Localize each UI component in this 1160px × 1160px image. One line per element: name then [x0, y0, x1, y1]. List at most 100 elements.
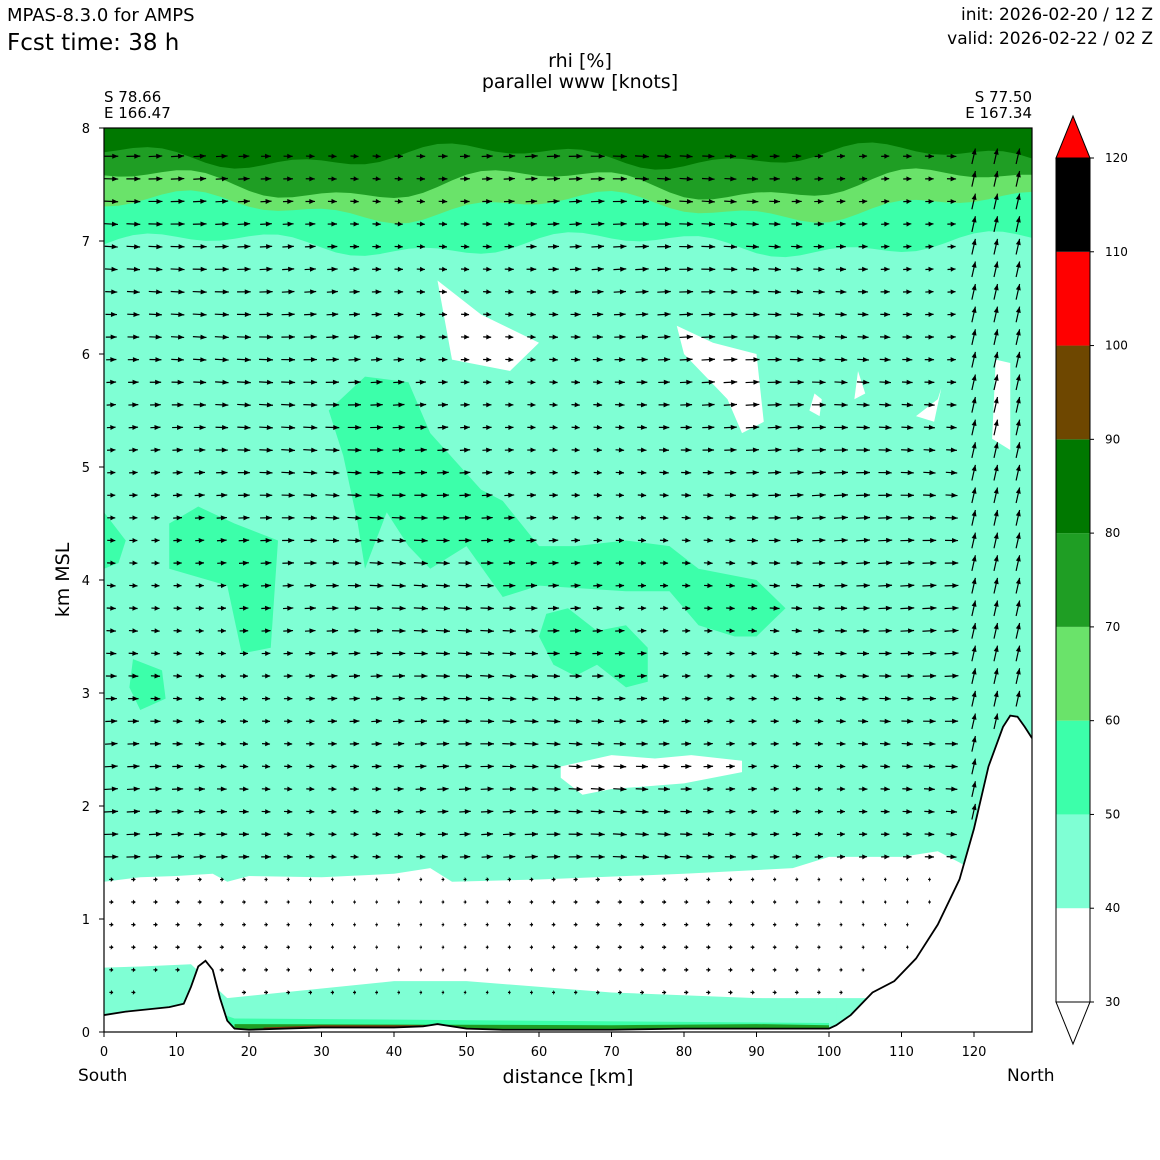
wind-arrow-head [442, 492, 450, 498]
wind-arrow-head [1015, 216, 1021, 223]
wind-arrow-head [729, 492, 736, 498]
wind-arrow-head [641, 899, 645, 905]
wind-arrow-head [950, 854, 957, 860]
wind-arrow-head [465, 651, 473, 657]
wind-arrow-head [243, 198, 250, 204]
wind-arrow-head [442, 876, 445, 882]
colorbar-tick-label: 100 [1105, 339, 1128, 353]
wind-arrow-head [993, 397, 999, 404]
colorbar-tick-label: 110 [1105, 245, 1128, 259]
wind-arrow-head [619, 696, 626, 702]
wind-arrow-head [487, 809, 494, 815]
wind-arrow-head [552, 605, 560, 611]
wind-arrow-head [993, 464, 999, 472]
wind-arrow-head [597, 989, 600, 995]
wind-arrow-head [176, 492, 183, 498]
wind-arrow-head [530, 515, 537, 521]
wind-arrow-head [375, 831, 381, 837]
wind-arrow-head [353, 763, 359, 769]
wind-arrow-head [620, 221, 627, 227]
wind-arrow-head [664, 153, 671, 159]
wind-arrow-head [177, 922, 180, 928]
wind-arrow-head [198, 786, 205, 792]
wind-arrow-head [464, 334, 470, 340]
wind-arrow-head [1015, 238, 1021, 246]
wind-arrow-head [663, 673, 669, 679]
wind-arrow-head [840, 311, 847, 317]
wind-arrow-head [110, 989, 114, 995]
wind-arrow-head [508, 899, 511, 905]
wind-arrow-head [486, 967, 489, 973]
wind-arrow-head [377, 447, 384, 453]
wind-arrow-head [510, 741, 517, 747]
wind-arrow-head [576, 809, 583, 815]
wind-arrow-head [464, 831, 471, 837]
wind-arrow-head [464, 922, 467, 928]
wind-arrow-head [751, 583, 758, 589]
wind-arrow-head [355, 515, 362, 521]
wind-arrow-head [310, 334, 317, 340]
wind-arrow-head [685, 447, 692, 453]
wind-arrow-head [198, 605, 204, 611]
wind-arrow-head [663, 944, 667, 950]
wind-arrow-head [220, 741, 227, 747]
wind-arrow-head [419, 809, 426, 815]
wind-arrow-head [287, 967, 290, 973]
wind-arrow-head [377, 538, 384, 544]
wind-arrow-head [220, 763, 227, 769]
wind-arrow-head [112, 176, 119, 182]
wind-arrow-head [198, 492, 205, 498]
wind-arrow-head [554, 741, 561, 747]
wind-arrow-head [399, 470, 406, 476]
wind-arrow-head [465, 718, 472, 724]
wind-arrow-head [642, 176, 649, 182]
wind-arrow-head [730, 402, 738, 408]
wind-arrow-head [199, 944, 202, 950]
wind-arrow-head [486, 989, 489, 995]
wind-arrow-head [817, 198, 824, 204]
wind-arrow-head [598, 741, 605, 747]
wind-arrow-head [134, 831, 141, 837]
wind-arrow-head [819, 447, 826, 453]
wind-arrow-head [993, 577, 999, 585]
wind-arrow-head [752, 447, 759, 453]
wind-arrow-head [265, 741, 271, 747]
wind-arrow-head [906, 831, 912, 837]
wind-arrow-head [309, 718, 315, 724]
wind-arrow-head [664, 198, 672, 204]
wind-arrow-head [993, 690, 999, 698]
wind-arrow-head [971, 758, 977, 766]
wind-arrow-head [132, 402, 139, 408]
wind-arrow-head [443, 628, 450, 634]
wind-arrow-head [441, 379, 448, 385]
x-tick-label: 50 [458, 1045, 475, 1060]
wind-arrow-head [554, 854, 561, 860]
wind-arrow-head [134, 198, 141, 204]
wind-arrow-head [244, 447, 251, 453]
wind-arrow-head [797, 470, 804, 476]
wind-arrow-head [885, 470, 892, 476]
wind-arrow-head [753, 334, 760, 340]
wind-arrow-head [993, 193, 999, 201]
wind-arrow-head [530, 311, 536, 317]
wind-arrow-head [884, 153, 890, 159]
wind-arrow-head [464, 809, 471, 815]
wind-arrow-head [221, 922, 224, 928]
wind-arrow-head [707, 673, 713, 679]
wind-arrow-head [862, 922, 865, 928]
wind-arrow-head [221, 153, 228, 159]
wind-arrow-head [1015, 600, 1021, 607]
wind-arrow-head [971, 238, 977, 246]
wind-arrow-head [751, 944, 755, 950]
wind-arrow-head [929, 718, 936, 724]
wind-arrow-head [287, 176, 294, 182]
wind-arrow-head [709, 244, 716, 250]
wind-arrow-head [552, 515, 558, 521]
x-tick-label: 100 [817, 1045, 842, 1060]
wind-arrow-head [420, 763, 427, 769]
wind-arrow-head [266, 357, 274, 363]
rhi-dry-patch-5 [916, 387, 942, 422]
wind-arrow-head [266, 402, 273, 408]
wind-arrow-head [774, 989, 777, 995]
wind-arrow-head [397, 763, 404, 769]
